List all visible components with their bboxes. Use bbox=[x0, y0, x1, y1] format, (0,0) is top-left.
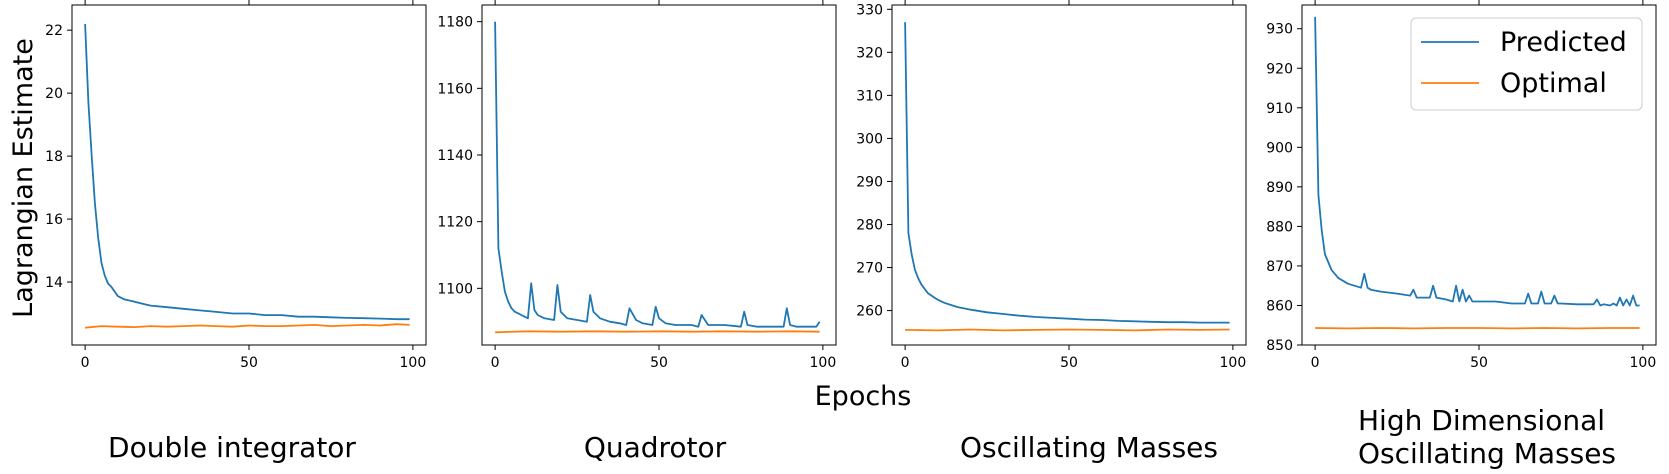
x-tick-label: 0 bbox=[491, 355, 500, 371]
y-tick-label: 850 bbox=[1266, 338, 1293, 354]
y-tick-label: 270 bbox=[856, 261, 883, 277]
y-axis-label: Lagrangian Estimate bbox=[8, 38, 39, 318]
x-tick-label: 100 bbox=[1630, 355, 1657, 371]
y-tick-label: 16 bbox=[45, 212, 63, 228]
y-tick-label: 1180 bbox=[437, 15, 473, 31]
plot-frame bbox=[71, 4, 427, 346]
x-tick-label: 0 bbox=[1311, 355, 1320, 371]
y-tick-label: 22 bbox=[45, 23, 63, 39]
y-tick-label: 920 bbox=[1266, 61, 1293, 77]
panel-subtitle: High Dimensional Oscillating Masses bbox=[1358, 404, 1616, 470]
x-tick-label: 50 bbox=[1470, 355, 1488, 371]
legend-label-optimal: Optimal bbox=[1500, 68, 1607, 99]
x-tick-label: 100 bbox=[810, 355, 837, 371]
plot-frame bbox=[891, 4, 1247, 346]
y-tick-label: 890 bbox=[1266, 180, 1293, 196]
y-tick-label: 310 bbox=[856, 88, 883, 104]
y-tick-label: 880 bbox=[1266, 219, 1293, 235]
x-axis-label: Epochs bbox=[815, 381, 912, 412]
series-line-optimal bbox=[495, 330, 820, 334]
y-tick-label: 260 bbox=[856, 304, 883, 320]
panel-subtitle: Double integrator bbox=[108, 431, 356, 464]
y-tick-label: 280 bbox=[856, 217, 883, 233]
panel-2: 0 50 100 1100 1120 1140 1160 1180 Quadrotor bbox=[437, 0, 837, 464]
legend: Predicted Optimal bbox=[1410, 17, 1643, 111]
y-tick-label: 860 bbox=[1266, 298, 1293, 314]
y-tick-label: 14 bbox=[45, 275, 63, 291]
y-tick-label: 1160 bbox=[437, 81, 473, 97]
y-tick-label: 930 bbox=[1266, 22, 1293, 38]
x-tick-label: 50 bbox=[240, 355, 258, 371]
panel-1: 0 50 100 14 16 18 20 22 Double integrator bbox=[45, 0, 427, 464]
y-tick-label: 330 bbox=[856, 2, 883, 18]
plot-frame bbox=[481, 4, 837, 346]
y-tick-label: 900 bbox=[1266, 140, 1293, 156]
y-tick-label: 290 bbox=[856, 174, 883, 190]
y-tick-label: 910 bbox=[1266, 101, 1293, 117]
x-tick-label: 0 bbox=[81, 355, 90, 371]
panel-subtitle: Quadrotor bbox=[584, 431, 727, 464]
series-line-predicted bbox=[84, 23, 410, 321]
series-line-predicted bbox=[494, 21, 821, 328]
y-tick-label: 18 bbox=[45, 149, 63, 165]
series-line-predicted bbox=[1314, 16, 1640, 307]
legend-frame bbox=[1410, 17, 1643, 111]
series-line-predicted bbox=[904, 22, 1230, 324]
y-tick-label: 320 bbox=[856, 45, 883, 61]
x-tick-label: 50 bbox=[650, 355, 668, 371]
x-tick-label: 50 bbox=[1060, 355, 1078, 371]
panel-3: 0 50 100 260 270 280 290 300 310 320 330 Oscillatin… bbox=[856, 0, 1247, 464]
y-tick-label: 20 bbox=[45, 86, 63, 102]
x-tick-label: 100 bbox=[1220, 355, 1247, 371]
y-tick-label: 870 bbox=[1266, 259, 1293, 275]
series-line-optimal bbox=[905, 328, 1230, 332]
panel-subtitle: Oscillating Masses bbox=[960, 431, 1218, 464]
y-tick-label: 300 bbox=[856, 131, 883, 147]
y-tick-label: 1120 bbox=[437, 215, 473, 231]
legend-label-predicted: Predicted bbox=[1500, 27, 1627, 58]
series-line-optimal bbox=[85, 323, 410, 329]
y-tick-label: 1100 bbox=[437, 281, 473, 297]
x-tick-label: 0 bbox=[901, 355, 910, 371]
x-tick-label: 100 bbox=[400, 355, 427, 371]
y-tick-label: 1140 bbox=[437, 148, 473, 164]
